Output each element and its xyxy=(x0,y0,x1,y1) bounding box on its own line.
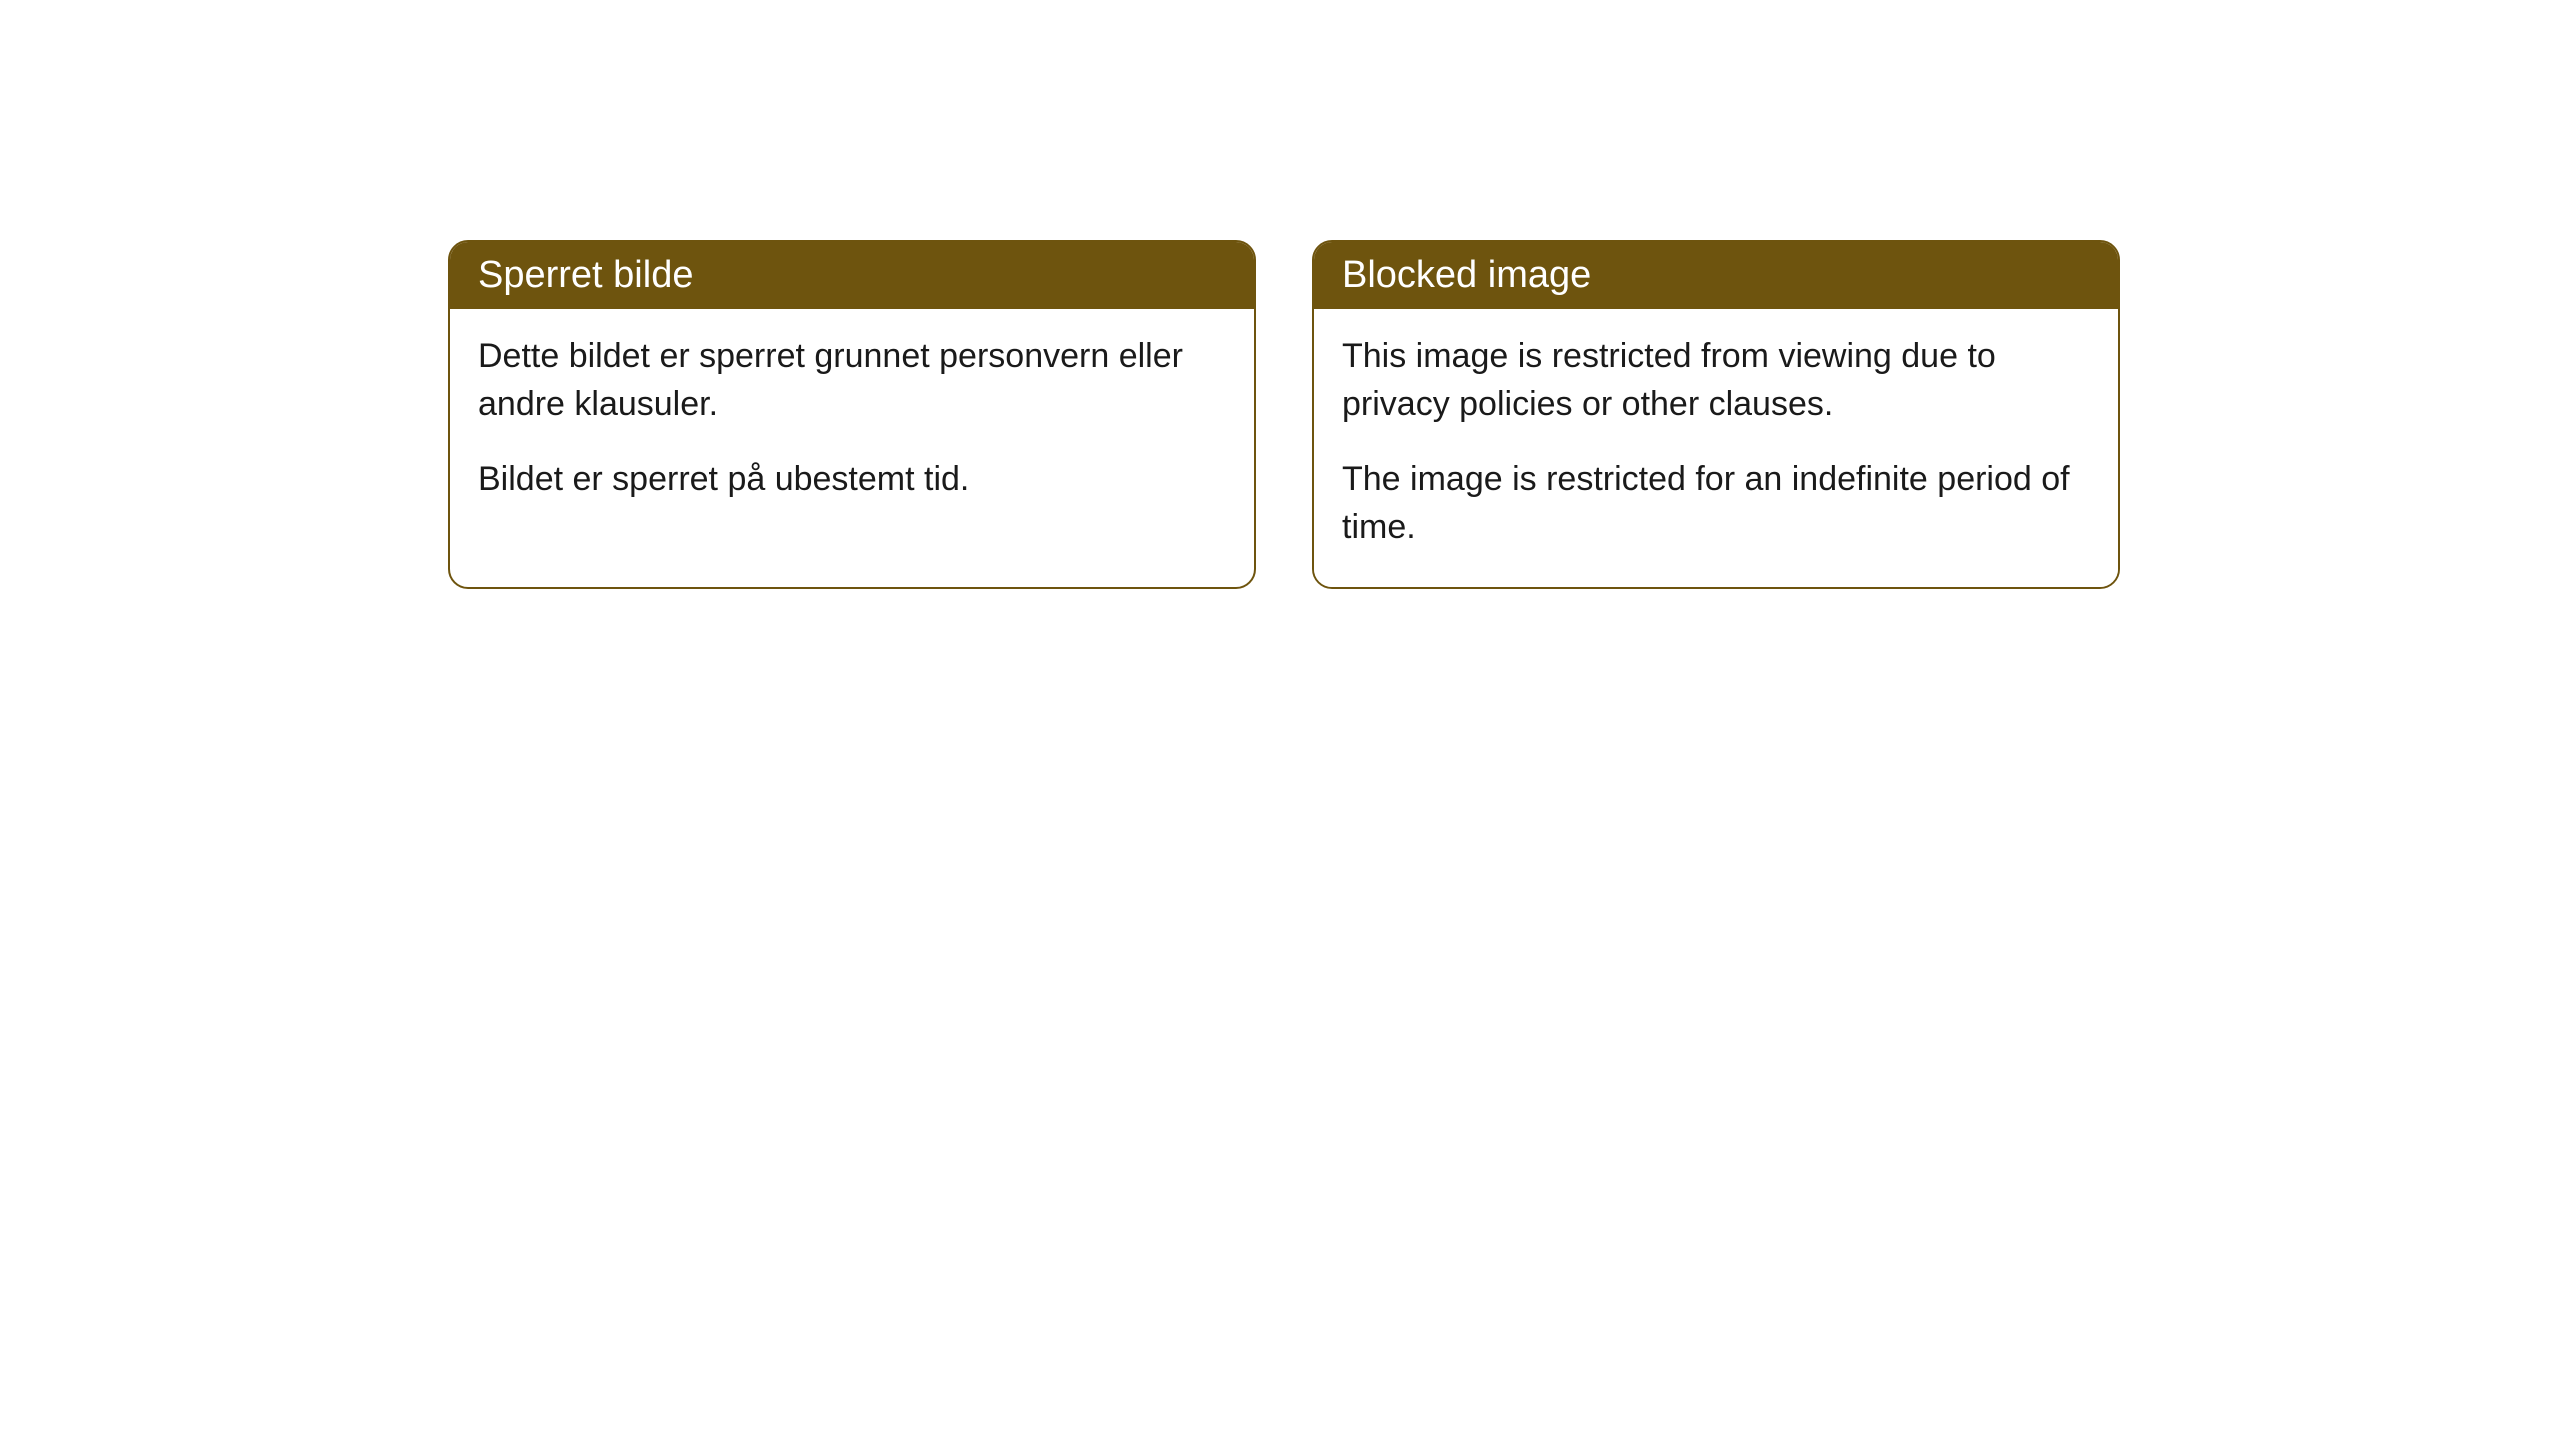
card-body-english: This image is restricted from viewing du… xyxy=(1314,309,2118,587)
card-text-english-2: The image is restricted for an indefinit… xyxy=(1342,456,2090,551)
card-body-norwegian: Dette bildet er sperret grunnet personve… xyxy=(450,309,1254,540)
card-text-english-1: This image is restricted from viewing du… xyxy=(1342,333,2090,428)
card-header-norwegian: Sperret bilde xyxy=(450,242,1254,309)
card-english: Blocked image This image is restricted f… xyxy=(1312,240,2120,589)
card-text-norwegian-2: Bildet er sperret på ubestemt tid. xyxy=(478,456,1226,504)
card-text-norwegian-1: Dette bildet er sperret grunnet personve… xyxy=(478,333,1226,428)
cards-container: Sperret bilde Dette bildet er sperret gr… xyxy=(0,0,2560,589)
card-norwegian: Sperret bilde Dette bildet er sperret gr… xyxy=(448,240,1256,589)
card-header-english: Blocked image xyxy=(1314,242,2118,309)
